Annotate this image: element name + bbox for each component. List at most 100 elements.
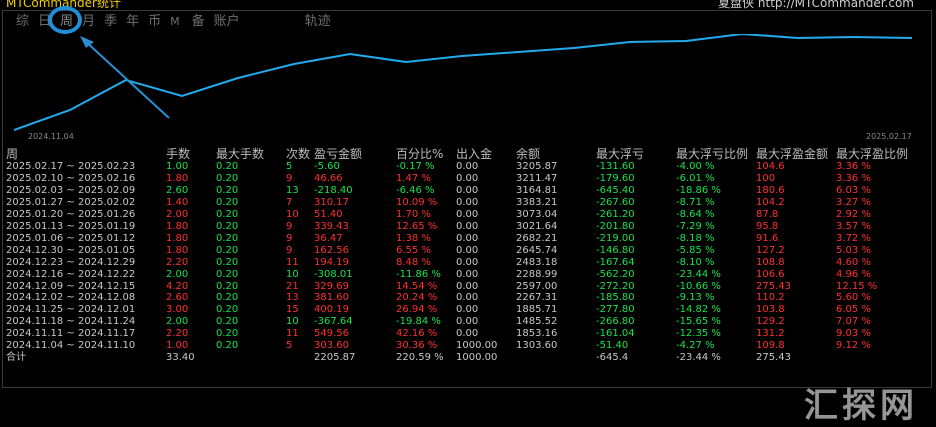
cell-flow: 0.00: [456, 256, 479, 268]
cell-lots: 1.80: [166, 244, 189, 256]
cell-max-float-loss: -645.40: [596, 184, 635, 196]
col-max-float-loss[interactable]: 最大浮亏: [596, 147, 645, 161]
col-lots[interactable]: 手数: [166, 147, 191, 161]
table-row[interactable]: 2025.02.17 ~ 2025.02.23 1.00 0.20 5 -5.60 -0.…: [6, 161, 916, 173]
cell-pnl: 329.69: [314, 280, 349, 292]
annotation-arrow: [83, 39, 170, 119]
cell-count: 13: [286, 292, 299, 304]
tab-quarter[interactable]: 季: [104, 14, 118, 29]
tab-currency[interactable]: 币: [148, 14, 162, 29]
cell-max-float-loss: -146.80: [596, 244, 635, 256]
cell-balance: 3205.87: [516, 161, 558, 172]
cell-lots: 1.00: [166, 340, 189, 352]
cell-count: 9: [286, 232, 293, 244]
cell-max-float-profit-pct: 12.15 %: [836, 280, 878, 292]
cell-max-float-loss-pct: -14.82 %: [676, 304, 721, 316]
total-max-float-loss-pct: -23.44 %: [676, 352, 721, 364]
cell-max-float-profit: 109.8: [756, 340, 785, 352]
cell-balance: 3021.64: [516, 220, 558, 232]
table-row[interactable]: 2025.01.27 ~ 2025.02.02 1.40 0.20 7 310.17 10…: [6, 197, 916, 209]
cell-flow: 0.00: [456, 244, 479, 256]
tab-month[interactable]: 月: [82, 14, 96, 29]
cell-pct: -0.17 %: [396, 161, 435, 172]
table-row[interactable]: 2025.01.20 ~ 2025.01.26 2.00 0.20 10 51.40 1.…: [6, 209, 916, 221]
table-row[interactable]: 2025.01.13 ~ 2025.01.19 1.80 0.20 9 339.43 12…: [6, 221, 916, 233]
col-pct[interactable]: 百分比%: [396, 147, 444, 161]
cell-flow: 0.00: [456, 280, 479, 292]
site-link[interactable]: 夏盘侠 http://MTCommander.com: [718, 0, 914, 10]
cell-max-float-profit-pct: 3.57 %: [836, 220, 871, 232]
table-row[interactable]: 2024.12.23 ~ 2024.12.29 2.20 0.20 11 194.19 8…: [6, 257, 916, 269]
cell-pnl: -218.40: [314, 184, 353, 196]
table-row[interactable]: 2024.12.16 ~ 2024.12.22 2.00 0.20 10 -308.01…: [6, 269, 916, 281]
tab-day[interactable]: 日: [38, 14, 52, 29]
cell-count: 10: [286, 268, 299, 280]
cell-flow: 0.00: [456, 292, 479, 304]
col-max-float-loss-pct[interactable]: 最大浮亏比例: [676, 147, 749, 161]
table-row[interactable]: 2024.11.25 ~ 2024.12.01 3.00 0.20 15 400.19 2…: [6, 304, 916, 316]
table-row[interactable]: 2024.12.02 ~ 2024.12.08 2.60 0.20 13 381.60 2…: [6, 292, 916, 304]
cell-flow: 1000.00: [456, 340, 498, 352]
table-row[interactable]: 2025.01.06 ~ 2025.01.12 1.80 0.20 9 36.47 1.3…: [6, 233, 916, 245]
cell-max-lots: 0.20: [216, 316, 239, 328]
cell-week: 2025.02.17 ~ 2025.02.23: [6, 161, 136, 172]
cell-max-float-profit: 104.2: [756, 196, 785, 208]
table-row[interactable]: 2024.11.18 ~ 2024.11.24 2.00 0.20 10 -367.64…: [6, 316, 916, 328]
tab-m[interactable]: M: [170, 15, 180, 28]
col-week[interactable]: 周: [6, 147, 19, 161]
table-row[interactable]: 2025.02.03 ~ 2025.02.09 2.60 0.20 13 -218.40…: [6, 185, 916, 197]
cell-max-float-profit-pct: 4.60 %: [836, 256, 871, 268]
col-count[interactable]: 次数: [286, 147, 311, 161]
cell-balance: 3073.04: [516, 208, 558, 220]
cell-lots: 2.60: [166, 184, 189, 196]
col-balance[interactable]: 余额: [516, 147, 541, 161]
cell-max-float-profit: 275.43: [756, 280, 791, 292]
chart-end-date: 2025.02.17: [866, 132, 912, 141]
cell-flow: 0.00: [456, 220, 479, 232]
cell-pct: 1.70 %: [396, 208, 431, 220]
col-max-lots[interactable]: 最大手数: [216, 147, 265, 161]
highlight-circle: [48, 6, 82, 34]
cell-pct: 26.94 %: [396, 304, 438, 316]
cell-balance: 2682.21: [516, 232, 558, 244]
cell-max-float-loss-pct: -5.85 %: [676, 244, 715, 256]
col-max-float-profit-pct[interactable]: 最大浮盈比例: [836, 147, 909, 161]
cell-max-lots: 0.20: [216, 184, 239, 196]
table-row[interactable]: 2024.12.30 ~ 2025.01.05 1.80 0.20 9 162.56 6.…: [6, 245, 916, 257]
table-row[interactable]: 2024.12.09 ~ 2024.12.15 4.20 0.20 21 329.69 1…: [6, 281, 916, 293]
cell-balance: 3211.47: [516, 172, 558, 184]
cell-max-float-loss-pct: -9.13 %: [676, 292, 715, 304]
cell-pnl: 400.19: [314, 304, 349, 316]
cell-count: 13: [286, 184, 299, 196]
tab-track[interactable]: 轨迹: [304, 14, 331, 29]
col-max-float-profit[interactable]: 最大浮盈金额: [756, 147, 829, 161]
cell-max-float-profit: 131.2: [756, 328, 785, 340]
chart-start-date: 2024.11.04: [28, 132, 74, 141]
tab-summary[interactable]: 综: [16, 14, 30, 29]
table-row[interactable]: 2024.11.11 ~ 2024.11.17 2.20 0.20 11 549.56 4…: [6, 328, 916, 340]
cell-flow: 0.00: [456, 172, 479, 184]
app-title: MTCommander统计: [6, 0, 121, 10]
cell-max-float-loss-pct: -10.66 %: [676, 280, 721, 292]
tab-account[interactable]: 账户: [213, 14, 240, 29]
cell-max-float-loss-pct: -8.64 %: [676, 208, 715, 220]
col-pnl[interactable]: 盈亏金额: [314, 147, 363, 161]
cell-week: 2024.12.30 ~ 2025.01.05: [6, 244, 136, 256]
table-row[interactable]: 2024.11.04 ~ 2024.11.10 1.00 0.20 5 303.60 30…: [6, 340, 916, 352]
cell-max-float-loss: -272.20: [596, 280, 635, 292]
cell-balance: 2267.31: [516, 292, 558, 304]
cell-pct: 30.36 %: [396, 340, 438, 352]
cell-lots: 1.40: [166, 196, 189, 208]
tab-year[interactable]: 年: [126, 14, 140, 29]
cell-pct: 1.38 %: [396, 232, 431, 244]
table-row[interactable]: 2025.02.10 ~ 2025.02.16 1.80 0.20 9 46.66 1.4…: [6, 173, 916, 185]
cell-week: 2024.12.16 ~ 2024.12.22: [6, 268, 136, 280]
cell-max-float-profit-pct: 6.05 %: [836, 304, 871, 316]
tab-note[interactable]: 备: [191, 14, 205, 29]
total-pct: 220.59 %: [396, 352, 444, 364]
cell-flow: 0.00: [456, 184, 479, 196]
cell-week: 2025.01.27 ~ 2025.02.02: [6, 196, 136, 208]
cell-max-float-loss: -562.20: [596, 268, 635, 280]
cell-pnl: 36.47: [314, 232, 343, 244]
col-flow[interactable]: 出入金: [456, 147, 493, 161]
